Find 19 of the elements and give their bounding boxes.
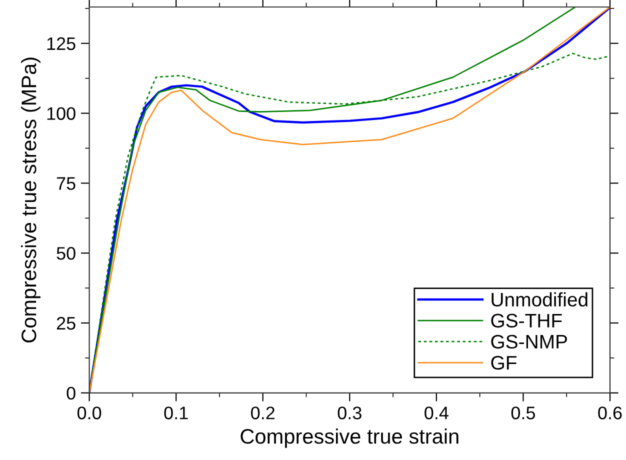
x-tick-label: 0.4 [424,406,448,420]
y-tick-label: 100 [47,107,76,120]
y-tick-label: 25 [56,316,76,330]
y-axis-title: Compressive true stress (MPa) [21,58,40,342]
x-tick-label: 0.0 [77,406,102,420]
y-tick-label: 75 [56,177,76,190]
x-tick-label: 0.3 [338,406,362,420]
legend-label: GF [491,356,516,370]
y-tick-label: 0 [66,386,76,400]
y-tick-label: 50 [56,247,76,260]
legend-label: GS-NMP [491,334,567,349]
x-axis-title: Compressive true strain [240,428,458,448]
x-tick-label: 0.6 [598,406,622,420]
legend-label: Unmodified [492,292,588,307]
legend-label: GS-THF [491,314,562,328]
x-tick-label: 0.2 [251,406,275,420]
x-tick-label: 0.1 [164,406,188,420]
x-tick-label: 0.5 [511,406,536,420]
y-tick-label: 125 [47,37,76,50]
